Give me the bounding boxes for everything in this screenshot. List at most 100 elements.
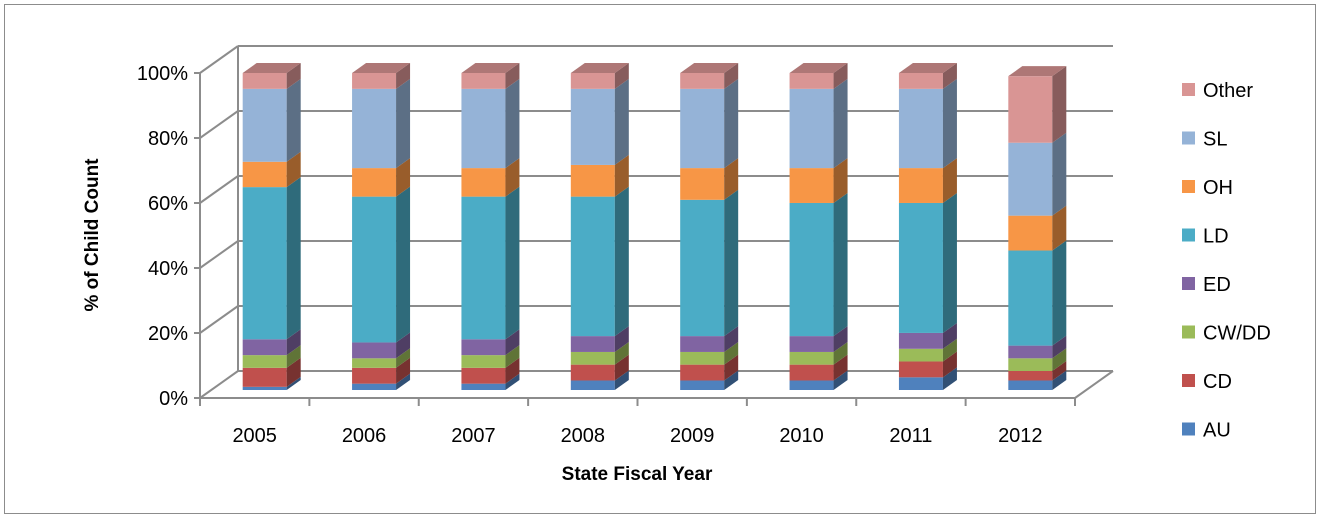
bar-segment-sl xyxy=(789,88,834,169)
bar-segment-side xyxy=(942,78,957,169)
legend-swatch xyxy=(1182,422,1195,436)
bar-segment-cd xyxy=(1008,370,1053,381)
x-tick-label: 2010 xyxy=(779,425,824,447)
gridline-side xyxy=(199,305,239,334)
legend-swatch xyxy=(1182,277,1195,290)
bar-segment-cw-dd xyxy=(789,351,834,365)
bar-segment-side xyxy=(833,78,848,169)
bar-segment-au xyxy=(570,380,615,390)
bar-segment-side xyxy=(505,345,520,368)
bar-segment-cw-dd xyxy=(898,348,943,362)
bar-top xyxy=(680,63,739,73)
bar-segment-side xyxy=(833,192,848,337)
bar-segment-side xyxy=(396,158,411,197)
bar-segment-au xyxy=(680,380,725,390)
bar-segment-other xyxy=(242,73,287,89)
bar-segment-side xyxy=(396,357,411,384)
bar-segment-cw-dd xyxy=(242,355,287,368)
bar-segment-side xyxy=(286,345,301,368)
bar-segment-ld xyxy=(680,199,725,337)
bar-segment-oh xyxy=(680,168,725,200)
bar-segment-ed xyxy=(570,336,615,352)
bar-segment-side xyxy=(614,63,629,89)
legend-label: CD xyxy=(1203,371,1232,393)
chart-frame xyxy=(4,4,1316,514)
bar-top xyxy=(789,63,848,73)
bar-segment-side xyxy=(505,357,520,384)
bar-segment-ed xyxy=(898,332,943,349)
x-tick-label: 2005 xyxy=(232,425,277,447)
x-tick-label: 2007 xyxy=(451,425,496,447)
legend-swatch xyxy=(1182,228,1195,242)
bar-top xyxy=(461,63,520,73)
x-tick-label: 2008 xyxy=(561,425,606,447)
bar-segment-ld xyxy=(570,196,615,337)
bar-segment-other xyxy=(461,73,506,89)
bar-segment-side xyxy=(286,376,301,390)
bar-segment-side xyxy=(505,186,520,340)
bar-segment-side xyxy=(942,338,957,362)
bar-segment-side xyxy=(942,192,957,333)
bar-segment-sl xyxy=(461,88,506,169)
bar-segment-side xyxy=(1052,360,1067,381)
bar-segment-side xyxy=(724,341,739,365)
legend: Other SL OH LD ED CW/DD CD AU xyxy=(1182,80,1271,442)
bar-segment-side xyxy=(286,151,301,188)
bar-segment-side xyxy=(833,63,848,89)
legend-label: Other xyxy=(1203,80,1253,102)
y-tick-label: 80% xyxy=(148,128,188,150)
bar-segment-ld xyxy=(461,196,506,340)
bar-segment-side xyxy=(505,78,520,169)
bar-segment-cw-dd xyxy=(570,351,615,365)
bar-segment-sl xyxy=(242,88,287,162)
y-tick-label: 100% xyxy=(137,63,188,85)
bar-segment-side xyxy=(396,348,411,368)
bar-segment-side xyxy=(1052,335,1067,359)
bar-segment-au xyxy=(352,383,397,390)
bar-segment-sl xyxy=(1008,142,1053,216)
bar-segment-side xyxy=(833,370,848,390)
legend-item-ed: ED xyxy=(1182,274,1231,296)
bar-segment-other xyxy=(570,73,615,89)
bar-segment-side xyxy=(942,158,957,203)
bar-segment-side xyxy=(724,326,739,352)
bar-segment-ed xyxy=(789,336,834,352)
bar-segment-au xyxy=(789,380,834,390)
legend-label: SL xyxy=(1203,129,1227,151)
legend-item-au: AU xyxy=(1182,420,1231,442)
bar-segment-side xyxy=(614,154,629,197)
legend-swatch xyxy=(1182,325,1195,339)
bar-segment-side xyxy=(614,78,629,165)
bar-segment-cd xyxy=(461,367,506,384)
bar-segment-side xyxy=(833,341,848,365)
bar-segment-oh xyxy=(570,164,615,197)
bar-segment-side xyxy=(396,332,411,359)
bar-segment-cw-dd xyxy=(352,358,397,368)
bar-segment-side xyxy=(833,158,848,203)
bar-segment-oh xyxy=(352,168,397,197)
gridline-side xyxy=(199,110,239,139)
bar-segment-side xyxy=(942,63,957,89)
bar-segment-cw-dd xyxy=(461,355,506,368)
bar-segment-side xyxy=(724,78,739,169)
x-tick-label: 2006 xyxy=(342,425,387,447)
legend-item-ld: LD xyxy=(1182,226,1229,248)
legend-label: ED xyxy=(1203,274,1231,296)
bar-segment-ed xyxy=(1008,345,1053,359)
bar-segment-side xyxy=(1052,370,1067,390)
bar-top xyxy=(352,63,411,73)
bar-segment-au xyxy=(242,386,287,390)
bar-segment-side xyxy=(614,354,629,381)
bar-segment-side xyxy=(833,326,848,352)
bar-segment-side xyxy=(724,354,739,381)
legend-label: CW/DD xyxy=(1203,323,1271,345)
legend-swatch xyxy=(1182,180,1195,193)
gridline-side xyxy=(199,175,239,204)
legend-item-sl: SL xyxy=(1182,129,1227,151)
bar-segment-side xyxy=(1052,66,1067,143)
bar-segment-ld xyxy=(352,196,397,343)
bar-segment-au xyxy=(898,377,943,390)
bar-segment-side xyxy=(614,341,629,365)
bar-segment-side xyxy=(724,158,739,200)
